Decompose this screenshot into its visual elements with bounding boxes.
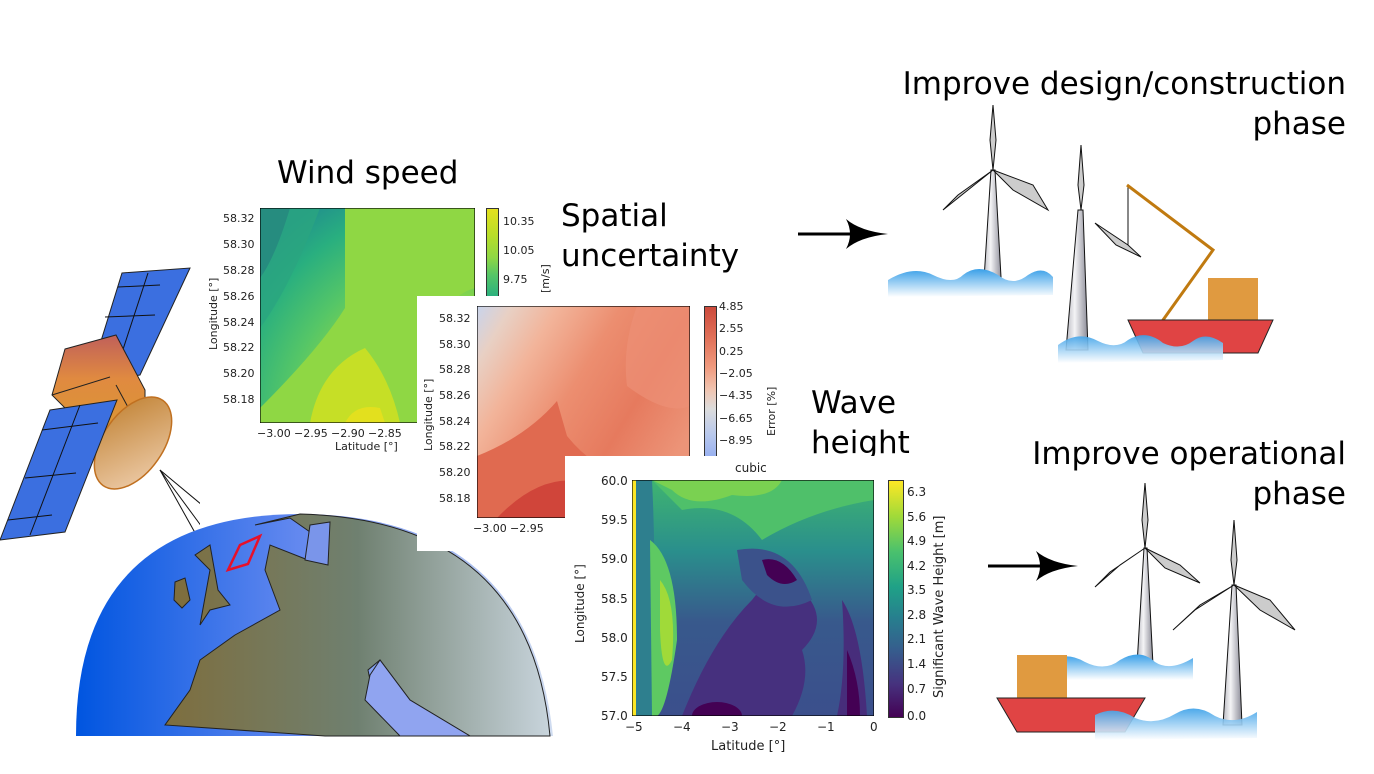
- crane-boat-icon: [1126, 183, 1274, 354]
- colorbar-label: Error [%]: [765, 386, 778, 436]
- x-axis-label: Latitude [°]: [335, 440, 398, 453]
- y-tick: 58.32: [439, 312, 471, 325]
- y-tick: 58.20: [223, 367, 255, 380]
- wind-farm-operation-illustration: [996, 482, 1296, 740]
- colorbar-tick: 6.3: [907, 485, 927, 499]
- colorbar-tick: 2.8: [907, 608, 927, 622]
- y-tick: 58.28: [439, 363, 471, 376]
- y-tick: 58.20: [439, 466, 471, 479]
- x-tick: −2.85: [368, 427, 402, 440]
- focus-area-box: [225, 533, 263, 573]
- colorbar-tick: 4.9: [907, 534, 927, 548]
- x-tick: −2.95: [510, 522, 544, 535]
- x-axis-label: Latitude [°]: [711, 739, 786, 754]
- title-line: phase: [1252, 476, 1346, 513]
- wind-farm-construction-illustration: [888, 105, 1274, 363]
- title-line: height: [811, 425, 910, 462]
- y-tick: 58.22: [223, 341, 255, 354]
- y-tick: 57.0: [601, 709, 628, 723]
- colorbar-tick: −8.95: [719, 434, 753, 447]
- colorbar-tick: 2.1: [907, 632, 927, 646]
- colorbar: [888, 480, 904, 718]
- x-tick: −2: [769, 720, 787, 734]
- colorbar-tick: −4.35: [719, 389, 753, 402]
- colorbar: [704, 306, 717, 458]
- colorbar-tick: 4.85: [719, 300, 744, 313]
- y-tick: 57.5: [601, 670, 628, 684]
- colorbar-tick: 0.25: [719, 345, 744, 358]
- y-axis-label: Longitude [°]: [207, 277, 220, 350]
- y-tick: 58.18: [439, 492, 471, 505]
- y-tick: 58.28: [223, 264, 255, 277]
- x-tick: −2.90: [331, 427, 365, 440]
- y-tick: 58.0: [601, 631, 628, 645]
- design-phase-title: Improve design/construction phase: [903, 64, 1346, 145]
- colorbar-tick: −2.05: [719, 367, 753, 380]
- colorbar-tick: 3.5: [907, 583, 927, 597]
- y-tick: 58.26: [439, 389, 471, 402]
- x-tick: −2.95: [294, 427, 328, 440]
- x-tick: −3.00: [473, 522, 507, 535]
- colorbar-tick: 1.4: [907, 657, 927, 671]
- wave-height-chart: cubic 60.0 59.5 59.0 58.5 58.0 57.5 57.0…: [565, 456, 960, 766]
- y-tick: 58.30: [439, 338, 471, 351]
- y-tick: 59.0: [601, 552, 628, 566]
- colorbar-tick: 10.35: [503, 215, 535, 228]
- wind-turbine-icon: [942, 105, 1050, 296]
- colorbar-tick: 5.6: [907, 510, 927, 524]
- y-tick: 59.5: [601, 513, 628, 527]
- colorbar-tick: 9.75: [503, 273, 528, 286]
- y-tick: 58.32: [223, 212, 255, 225]
- x-tick: −3: [721, 720, 739, 734]
- colorbar-tick: 0.7: [907, 682, 927, 696]
- y-tick: 58.22: [439, 440, 471, 453]
- y-axis-label: Longitude [°]: [573, 564, 587, 643]
- wind-turbine-icon: [1065, 144, 1089, 351]
- colorbar-tick: 2.55: [719, 322, 744, 335]
- title-line: Spatial: [561, 198, 668, 234]
- title-line: phase: [1252, 106, 1346, 143]
- x-tick: −5: [625, 720, 643, 734]
- colorbar-tick: 10.05: [503, 244, 535, 257]
- title-line: Improve operational: [1032, 436, 1346, 472]
- satellite-icon: [0, 267, 200, 543]
- y-axis-label: Longitude [°]: [422, 378, 435, 451]
- title-line: Improve design/construction: [902, 66, 1346, 102]
- x-tick: −4: [673, 720, 691, 734]
- x-tick: −1: [817, 720, 835, 734]
- colorbar-label: Significant Wave Height [m]: [932, 515, 947, 698]
- y-tick: 60.0: [601, 474, 628, 488]
- y-tick: 58.26: [223, 290, 255, 303]
- colorbar-label: [m/s]: [539, 264, 552, 293]
- x-tick: −3.00: [257, 427, 291, 440]
- title-line: uncertainty: [561, 238, 740, 275]
- colorbar-tick: −6.65: [719, 412, 753, 425]
- y-tick: 58.30: [223, 238, 255, 251]
- wind-turbine-icon: [1094, 482, 1201, 666]
- y-tick: 58.24: [223, 316, 255, 329]
- wave-height-title: Wave height: [811, 383, 910, 464]
- y-tick: 58.18: [223, 393, 255, 406]
- title-line: Wave: [811, 385, 897, 421]
- wind-turbine-icon: [1172, 519, 1296, 726]
- operational-phase-title: Improve operational phase: [1032, 434, 1346, 515]
- spatial-uncertainty-title: Spatial uncertainty: [561, 196, 739, 277]
- earth-globe-icon: [76, 513, 553, 737]
- colorbar-tick: 0.0: [907, 709, 927, 723]
- wind-speed-title: Wind speed: [277, 155, 459, 191]
- arrow-right-icon: [798, 219, 888, 249]
- y-tick: 58.24: [439, 415, 471, 428]
- x-tick: 0: [870, 720, 878, 734]
- colorbar-tick: 4.2: [907, 559, 927, 573]
- colorbar: [486, 208, 499, 298]
- arrow-right-icon: [988, 551, 1078, 581]
- chart-title: cubic: [735, 461, 767, 475]
- y-tick: 58.5: [601, 592, 628, 606]
